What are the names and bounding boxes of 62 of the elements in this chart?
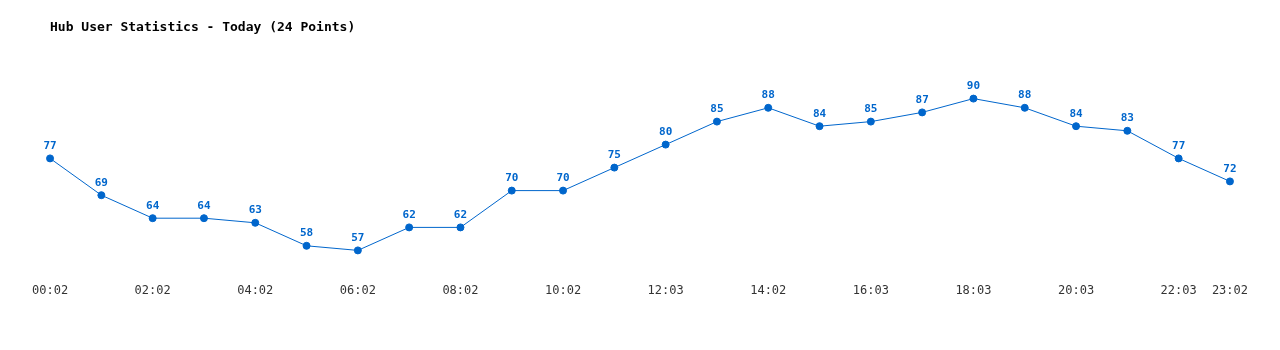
data-label: 84 xyxy=(1069,106,1084,120)
data-label: 63 xyxy=(248,203,262,217)
point xyxy=(1123,126,1132,135)
data-label: 83 xyxy=(1120,111,1134,125)
x-tick-label: 06:02 xyxy=(339,282,376,297)
point xyxy=(405,223,414,232)
point xyxy=(661,140,670,149)
point xyxy=(610,163,619,172)
point xyxy=(199,214,208,223)
x-tick-label: 20:03 xyxy=(1057,282,1095,297)
point xyxy=(97,191,106,200)
point xyxy=(507,186,516,195)
point xyxy=(712,117,721,126)
point xyxy=(1225,177,1234,186)
point xyxy=(815,122,824,131)
data-label: 70 xyxy=(505,170,519,184)
point xyxy=(1072,122,1081,131)
data-label: 80 xyxy=(659,124,673,138)
point xyxy=(46,154,55,163)
data-label: 85 xyxy=(864,101,878,115)
data-label: 87 xyxy=(915,92,929,106)
data-label: 72 xyxy=(1223,161,1237,175)
x-tick-label: 16:03 xyxy=(852,282,889,297)
data-label: 62 xyxy=(402,207,416,221)
data-label: 70 xyxy=(556,170,570,184)
data-label: 77 xyxy=(43,138,57,152)
x-tick-label: 04:02 xyxy=(237,282,274,297)
data-label: 64 xyxy=(197,198,211,212)
point xyxy=(559,186,568,195)
point xyxy=(148,214,157,223)
point xyxy=(1174,154,1183,163)
x-tick-label: 22:03 xyxy=(1160,282,1197,297)
x-tick-label: 10:02 xyxy=(544,282,582,297)
data-label: 90 xyxy=(966,78,981,92)
x-tick-label: 14:02 xyxy=(750,282,787,297)
x-tick-label: 08:02 xyxy=(442,282,479,297)
data-label: 77 xyxy=(1172,138,1186,152)
point xyxy=(353,246,362,255)
data-label: 85 xyxy=(710,101,724,115)
x-tick-label: 00:02 xyxy=(32,282,69,297)
point xyxy=(918,108,927,117)
data-label: 57 xyxy=(351,230,365,244)
point xyxy=(969,94,978,103)
data-label: 75 xyxy=(607,147,621,161)
data-label: 64 xyxy=(146,198,160,212)
point xyxy=(302,241,311,250)
data-label: 69 xyxy=(94,175,108,189)
point xyxy=(866,117,875,126)
data-label: 88 xyxy=(1018,88,1032,102)
data-label: 58 xyxy=(299,226,314,240)
chart-title: Hub User Statistics - Today (24 Points) xyxy=(50,19,356,35)
data-label: 62 xyxy=(453,207,468,221)
x-tick-label: 02:02 xyxy=(134,282,171,297)
x-tick-label: 18:03 xyxy=(955,282,992,297)
point xyxy=(251,218,260,227)
x-tick-label: 12:03 xyxy=(647,282,684,297)
point xyxy=(1020,103,1029,112)
x-tick-label: 23:02 xyxy=(1211,282,1248,297)
data-label: 88 xyxy=(761,88,775,102)
point xyxy=(764,103,773,112)
point xyxy=(456,223,465,232)
data-label: 84 xyxy=(812,106,827,120)
